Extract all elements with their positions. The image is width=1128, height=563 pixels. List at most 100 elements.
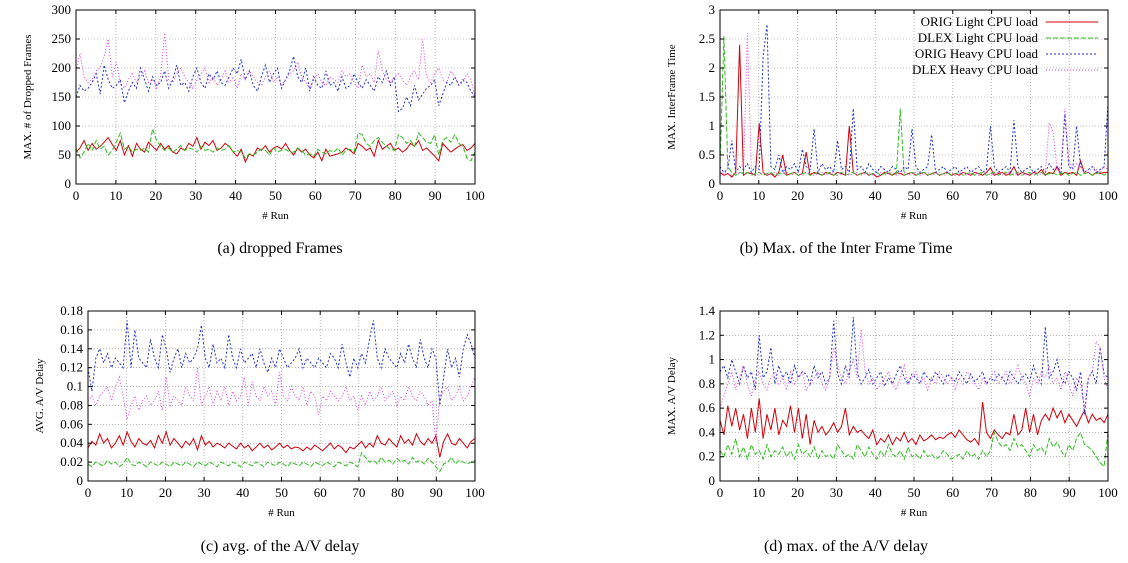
y-tick-label: 0 [709,473,716,488]
x-tick-label: 90 [1063,188,1076,203]
series-line-dlex-light [719,36,1109,177]
y-tick-label: 0.4 [699,424,716,439]
y-tick-label: 0.06 [60,416,83,431]
chart-dropped-frames: 0 10 20 30 40 50 60 70 80 90 100 0 50 100 150 200 250 300… [22,2,485,222]
y-axis-label: MAX. A/V Delay [666,356,678,435]
series-line-dlex-heavy [719,329,1109,409]
chart-avg-av-delay: 0 10 20 30 40 50 60 70 80 90 100 0 0.02 0.04 0.06 0.08 0… [34,303,485,519]
x-tick-label: 30 [189,188,202,203]
chart-panel-dropped-frames: 0 10 20 30 40 50 60 70 80 90 100 0 50 100 150 200 250 300… [0,0,560,263]
x-tick-label: 0 [73,188,80,203]
chart-interframe-time: 0 10 20 30 40 50 60 70 80 90 100 0 0.5 1 1.5 2 2.5 3 # Run… [666,2,1118,222]
y-tick-label: 2.5 [699,31,715,46]
y-tick-label: 0.6 [699,400,716,415]
series-line-orig-heavy [75,56,476,113]
y-axis-label: AVG. A/V Delay [34,358,46,434]
y-tick-label: 2 [709,60,716,75]
series-line-orig-heavy [719,24,1109,175]
series-line-orig-heavy [719,317,1109,415]
y-tick-label: 50 [58,147,71,162]
chart-panel-interframe-time: 0 10 20 30 40 50 60 70 80 90 100 0 0.5 1 1.5 2 2.5 3 # Run… [564,0,1128,263]
y-tick-label: 0.8 [699,376,715,391]
chart-caption: (a) dropped Frames [217,240,343,257]
legend-label: ORIG Light CPU load [921,14,1039,29]
y-tick-label: 0.04 [60,435,83,450]
x-axis-label: # Run [901,507,928,519]
x-tick-label: 70 [985,188,998,203]
x-tick-label: 70 [352,485,365,500]
y-tick-label: 1 [709,352,716,367]
y-tick-label: 0 [77,473,84,488]
series-line-dlex-heavy [75,33,476,98]
chart-max-av-delay: 0 10 20 30 40 50 60 70 80 90 100 0 0.2 0.4 0.6 0.8 1 1.2 1… [666,303,1118,519]
x-tick-label: 50 [908,485,921,500]
y-axis-label: MAX. # of Dropped Frames [22,35,34,160]
x-tick-label: 100 [465,188,485,203]
y-axis-label: MAX. InterFrame Time [666,44,678,150]
y-tick-label: 0.18 [60,303,83,318]
x-tick-label: 10 [752,485,765,500]
chart-panel-max-av-delay: 0 10 20 30 40 50 60 70 80 90 100 0 0.2 0.4 0.6 0.8 1 1.2 1… [564,298,1128,563]
x-tick-label: 100 [1098,188,1118,203]
y-tick-label: 0.12 [60,360,83,375]
y-tick-label: 0.08 [60,397,83,412]
y-tick-label: 1.2 [699,327,715,342]
x-tick-label: 100 [1098,485,1118,500]
x-tick-label: 60 [314,485,327,500]
x-tick-label: 30 [830,485,843,500]
y-tick-label: 100 [52,118,72,133]
y-tick-label: 0.2 [699,449,715,464]
x-tick-label: 80 [391,485,404,500]
legend-label: DLEX Light CPU load [918,30,1039,45]
x-tick-label: 0 [85,485,92,500]
chart-caption: (c) avg. of the A/V delay [200,538,360,555]
y-tick-label: 150 [52,89,72,104]
x-tick-label: 100 [465,485,485,500]
x-tick-label: 40 [869,485,882,500]
x-tick-label: 20 [159,485,172,500]
x-tick-label: 80 [389,188,402,203]
x-tick-label: 90 [430,485,443,500]
y-tick-label: 0.1 [67,379,83,394]
x-tick-label: 20 [791,485,804,500]
x-tick-label: 60 [309,188,322,203]
x-tick-label: 60 [946,485,959,500]
y-tick-label: 0.14 [60,341,83,356]
series-line-orig-light [719,398,1109,447]
chart-panel-avg-av-delay: 0 10 20 30 40 50 60 70 80 90 100 0 0.02 0.04 0.06 0.08 0… [0,298,560,563]
x-tick-label: 90 [429,188,442,203]
x-tick-label: 10 [109,188,122,203]
y-tick-label: 300 [52,2,72,17]
x-tick-label: 70 [985,485,998,500]
x-tick-label: 10 [752,188,765,203]
x-tick-label: 80 [1024,188,1037,203]
x-tick-label: 20 [149,188,162,203]
y-tick-label: 0.16 [60,322,83,337]
y-tick-label: 3 [709,2,716,17]
y-tick-label: 0 [65,176,72,191]
series-line-dlex-heavy [719,33,1109,176]
x-tick-label: 30 [198,485,211,500]
y-tick-label: 0.02 [60,454,83,469]
x-tick-label: 40 [229,188,242,203]
y-tick-label: 1.4 [699,303,716,318]
x-tick-label: 0 [717,188,724,203]
x-tick-label: 10 [120,485,133,500]
x-axis-label: # Run [268,507,295,519]
y-tick-label: 250 [52,31,72,46]
x-tick-label: 70 [349,188,362,203]
x-tick-label: 30 [830,188,843,203]
y-tick-label: 0.5 [699,147,715,162]
y-tick-label: 1 [709,118,716,133]
series-line-dlex-light [75,126,476,162]
x-axis-label: # Run [901,210,928,222]
legend-label: ORIG Heavy CPU load [915,46,1039,61]
x-tick-label: 50 [275,485,288,500]
x-tick-label: 50 [908,188,921,203]
x-tick-label: 40 [236,485,249,500]
x-tick-label: 20 [791,188,804,203]
series-line-dlex-heavy [87,367,476,444]
y-tick-label: 1.5 [699,89,715,104]
x-tick-label: 80 [1024,485,1037,500]
x-tick-label: 90 [1063,485,1076,500]
